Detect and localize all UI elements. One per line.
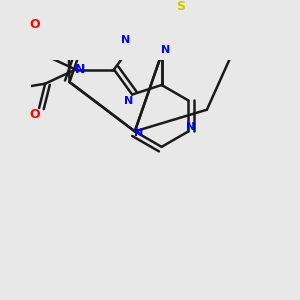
- Text: N: N: [186, 122, 195, 132]
- Text: S: S: [176, 0, 185, 13]
- Text: N: N: [161, 45, 170, 55]
- Text: N: N: [74, 63, 85, 76]
- Text: N: N: [122, 35, 131, 46]
- Text: O: O: [30, 108, 40, 121]
- Text: N: N: [124, 96, 133, 106]
- Text: N: N: [134, 128, 143, 138]
- Text: O: O: [30, 19, 40, 32]
